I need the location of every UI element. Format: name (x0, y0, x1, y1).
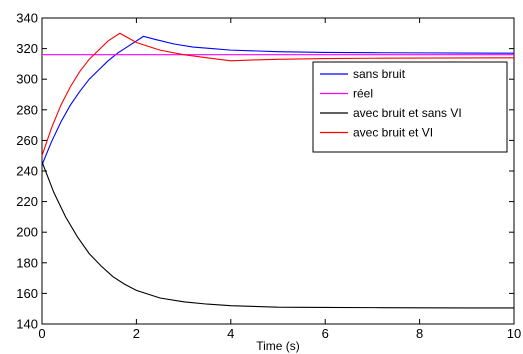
x-tick-label: 8 (416, 326, 423, 341)
legend-label: avec bruit et VI (353, 126, 433, 140)
x-tick-label: 4 (227, 326, 234, 341)
tick-layer: 0 2 4 6 8 10 140 160 180 200 220 240 260 280 300 320 340 (16, 11, 521, 342)
legend-label: réel (353, 87, 373, 101)
x-tick-label: 10 (507, 326, 521, 341)
x-tick-label: 2 (133, 326, 140, 341)
y-tick-label: 280 (16, 102, 38, 117)
legend-label: avec bruit et sans VI (353, 106, 462, 120)
y-tick-label: 340 (16, 11, 38, 26)
y-tick-label: 240 (16, 164, 38, 179)
series-line-3 (41, 161, 514, 309)
series-layer (41, 32, 515, 309)
legend-box (312, 61, 508, 153)
y-tick-label: 160 (16, 286, 38, 301)
series-line-1 (41, 35, 515, 166)
y-tick-label: 200 (16, 225, 38, 240)
x-tick-label: 0 (38, 326, 45, 341)
y-tick-label: 320 (16, 41, 38, 56)
y-tick-label: 180 (16, 255, 38, 270)
legend: sans bruit réel avec bruit et sans VI avec … (312, 61, 508, 153)
series-line-4 (41, 32, 515, 156)
y-tick-label: 220 (16, 194, 38, 209)
y-tick-label: 300 (16, 72, 38, 87)
x-axis-label: Time (s) (256, 339, 300, 353)
y-tick-label: 260 (16, 133, 38, 148)
x-tick-label: 6 (322, 326, 329, 341)
legend-label: sans bruit (353, 67, 406, 81)
y-tick-label: 140 (16, 317, 38, 332)
